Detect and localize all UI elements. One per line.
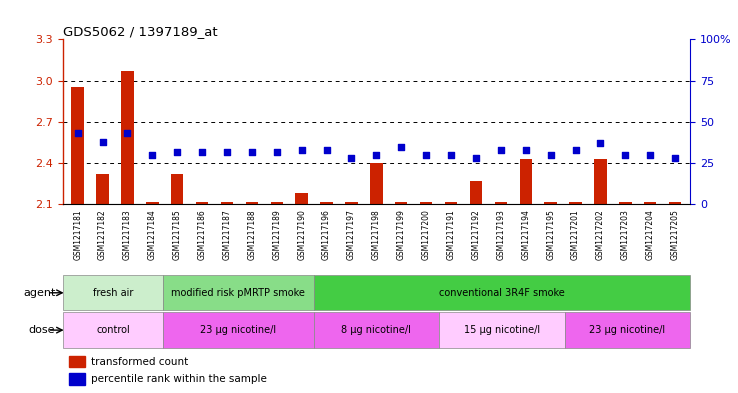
Point [545, 152, 556, 158]
Point [445, 152, 457, 158]
Bar [370, 163, 382, 204]
Text: percentile rank within the sample: percentile rank within the sample [91, 374, 267, 384]
Text: 8 μg nicotine/l: 8 μg nicotine/l [342, 325, 411, 335]
Bar [221, 202, 233, 204]
Text: 23 μg nicotine/l: 23 μg nicotine/l [200, 325, 277, 335]
Point [246, 149, 258, 155]
Point [669, 155, 681, 161]
Bar [439, 312, 565, 348]
Bar [196, 202, 208, 204]
Text: 15 μg nicotine/l: 15 μg nicotine/l [463, 325, 540, 335]
Point [396, 143, 407, 150]
Point [271, 149, 283, 155]
Point [122, 130, 134, 136]
Point [495, 147, 507, 153]
Bar [163, 275, 314, 310]
Bar [314, 275, 690, 310]
Bar [469, 181, 482, 204]
Text: agent: agent [23, 288, 55, 298]
Bar [314, 312, 439, 348]
Bar [97, 174, 108, 204]
Point [595, 140, 607, 147]
Bar [295, 193, 308, 204]
Bar [594, 159, 607, 204]
Text: control: control [96, 325, 130, 335]
Text: 23 μg nicotine/l: 23 μg nicotine/l [589, 325, 666, 335]
Point [520, 147, 531, 153]
Text: GDS5062 / 1397189_at: GDS5062 / 1397189_at [63, 25, 218, 38]
Bar [345, 202, 358, 204]
Bar [146, 202, 159, 204]
Bar [171, 174, 184, 204]
Point [97, 138, 108, 145]
Point [420, 152, 432, 158]
Text: dose: dose [29, 325, 55, 335]
Point [221, 149, 233, 155]
Bar [520, 159, 532, 204]
Bar [72, 87, 84, 204]
Bar [63, 275, 163, 310]
Bar [121, 71, 134, 204]
Point [470, 155, 482, 161]
Text: transformed count: transformed count [91, 356, 188, 367]
Point [345, 155, 357, 161]
Bar [271, 202, 283, 204]
Point [570, 147, 582, 153]
Point [644, 152, 656, 158]
Point [296, 147, 308, 153]
Bar [69, 356, 85, 367]
Bar [163, 312, 314, 348]
Bar [569, 202, 582, 204]
Bar [395, 202, 407, 204]
Text: modified risk pMRTP smoke: modified risk pMRTP smoke [171, 288, 306, 298]
Point [72, 130, 83, 136]
Bar [420, 202, 432, 204]
Bar [69, 373, 85, 385]
Point [196, 149, 208, 155]
Point [146, 152, 158, 158]
Bar [494, 202, 507, 204]
Bar [320, 202, 333, 204]
Bar [619, 202, 632, 204]
Bar [445, 202, 458, 204]
Point [370, 152, 382, 158]
Point [619, 152, 631, 158]
Bar [644, 202, 656, 204]
Bar [246, 202, 258, 204]
Text: fresh air: fresh air [93, 288, 133, 298]
Text: conventional 3R4F smoke: conventional 3R4F smoke [439, 288, 565, 298]
Bar [545, 202, 557, 204]
Bar [565, 312, 690, 348]
Point [321, 147, 333, 153]
Bar [669, 202, 681, 204]
Bar [63, 312, 163, 348]
Point [171, 149, 183, 155]
